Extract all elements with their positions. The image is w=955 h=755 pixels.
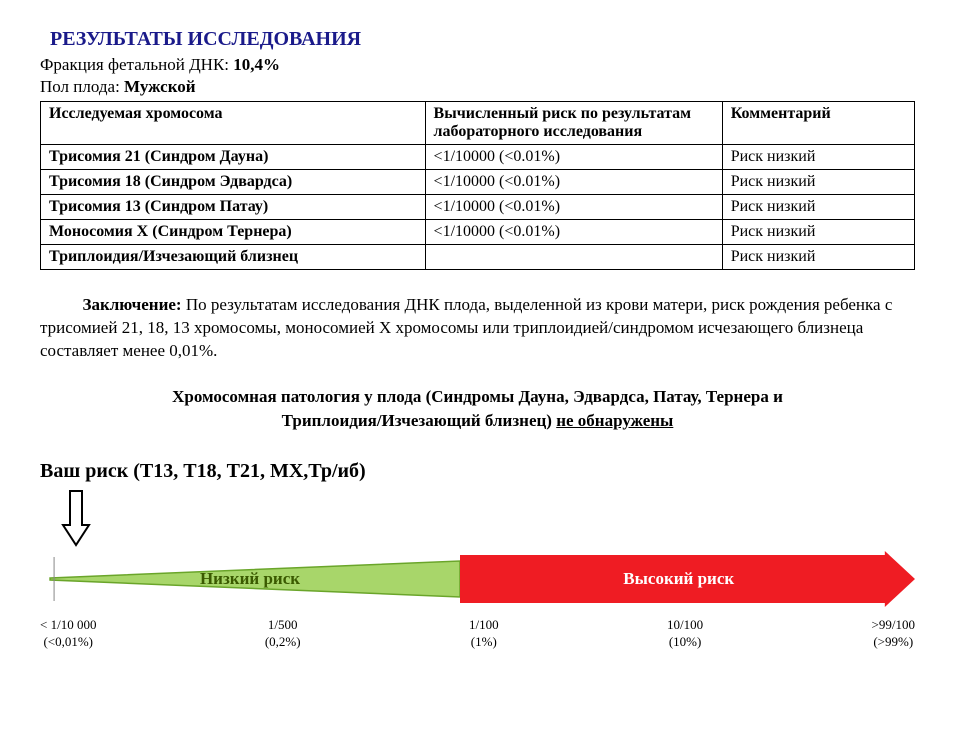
cell-chromosome: Трисомия 18 (Синдром Эдвардса): [41, 170, 426, 195]
scale-top: < 1/10 000: [40, 617, 96, 632]
fetal-sex-label: Пол плода:: [40, 77, 120, 96]
pathology-line2-plain: Триплоидия/Изчезающий близнец): [282, 411, 557, 430]
col-comment: Комментарий: [722, 102, 914, 145]
scale-item: >99/100 (>99%): [872, 617, 915, 650]
pathology-statement: Хромосомная патология у плода (Синдромы …: [40, 385, 915, 433]
pathology-line2-underlined: не обнаружены: [556, 411, 673, 430]
scale-top: 1/500: [268, 617, 298, 632]
your-risk-title: Ваш риск (Т13, Т18, Т21, МХ,Тр/иб): [40, 460, 915, 483]
scale-top: 1/100: [469, 617, 499, 632]
table-row: Трисомия 21 (Синдром Дауна)<1/10000 (<0.…: [41, 145, 915, 170]
conclusion-lead: Заключение:: [83, 295, 182, 314]
cell-risk: <1/10000 (<0.01%): [425, 195, 722, 220]
cell-risk: <1/10000 (<0.01%): [425, 170, 722, 195]
scale-sub: (>99%): [872, 634, 915, 650]
fetal-dna-value: 10,4%: [233, 55, 280, 74]
cell-chromosome: Моносомия X (Синдром Тернера): [41, 220, 426, 245]
scale-item: 1/100 (1%): [469, 617, 499, 650]
pathology-line1: Хромосомная патология у плода (Синдромы …: [172, 387, 783, 406]
col-risk: Вычисленный риск по результатам лаборато…: [425, 102, 722, 145]
risk-pointer-arrow: [59, 489, 915, 547]
table-row: Трисомия 18 (Синдром Эдвардса)<1/10000 (…: [41, 170, 915, 195]
fetal-dna-line: Фракция фетальной ДНК: 10,4%: [40, 55, 915, 75]
scale-item: < 1/10 000 (<0,01%): [40, 617, 96, 650]
col-chromosome: Исследуемая хромосома: [41, 102, 426, 145]
scale-item: 1/500 (0,2%): [265, 617, 301, 650]
conclusion-paragraph: Заключение: По результатам исследования …: [40, 294, 915, 363]
risk-chart: Низкий риск Высокий риск: [40, 551, 915, 607]
scale-top: >99/100: [872, 617, 915, 632]
high-risk-label: Высокий риск: [623, 569, 734, 589]
table-row: Моносомия X (Синдром Тернера)<1/10000 (<…: [41, 220, 915, 245]
arrow-down-icon: [59, 489, 93, 547]
scale-item: 10/100 (10%): [667, 617, 703, 650]
cell-chromosome: Трисомия 21 (Синдром Дауна): [41, 145, 426, 170]
cell-chromosome: Триплоидия/Изчезающий близнец: [41, 245, 426, 270]
section-title: РЕЗУЛЬТАТЫ ИССЛЕДОВАНИЯ: [50, 28, 915, 51]
cell-chromosome: Трисомия 13 (Синдром Патау): [41, 195, 426, 220]
cell-risk: [425, 245, 722, 270]
scale-sub: (<0,01%): [40, 634, 96, 650]
cell-risk: <1/10000 (<0.01%): [425, 220, 722, 245]
cell-risk: <1/10000 (<0.01%): [425, 145, 722, 170]
fetal-sex-value: Мужской: [124, 77, 196, 96]
scale-sub: (0,2%): [265, 634, 301, 650]
scale-sub: (10%): [667, 634, 703, 650]
scale-top: 10/100: [667, 617, 703, 632]
cell-comment: Риск низкий: [722, 220, 914, 245]
cell-comment: Риск низкий: [722, 245, 914, 270]
cell-comment: Риск низкий: [722, 195, 914, 220]
low-risk-label: Низкий риск: [200, 569, 300, 589]
table-row: Триплоидия/Изчезающий близнец Риск низкий: [41, 245, 915, 270]
fetal-sex-line: Пол плода: Мужской: [40, 77, 915, 97]
cell-comment: Риск низкий: [722, 145, 914, 170]
cell-comment: Риск низкий: [722, 170, 914, 195]
risk-chart-svg: [40, 551, 915, 607]
scale-sub: (1%): [469, 634, 499, 650]
table-row: Трисомия 13 (Синдром Патау)<1/10000 (<0.…: [41, 195, 915, 220]
results-table: Исследуемая хромосома Вычисленный риск п…: [40, 101, 915, 270]
table-header-row: Исследуемая хромосома Вычисленный риск п…: [41, 102, 915, 145]
fetal-dna-label: Фракция фетальной ДНК:: [40, 55, 229, 74]
risk-scale-row: < 1/10 000 (<0,01%) 1/500 (0,2%) 1/100 (1%) 10…: [40, 617, 915, 650]
